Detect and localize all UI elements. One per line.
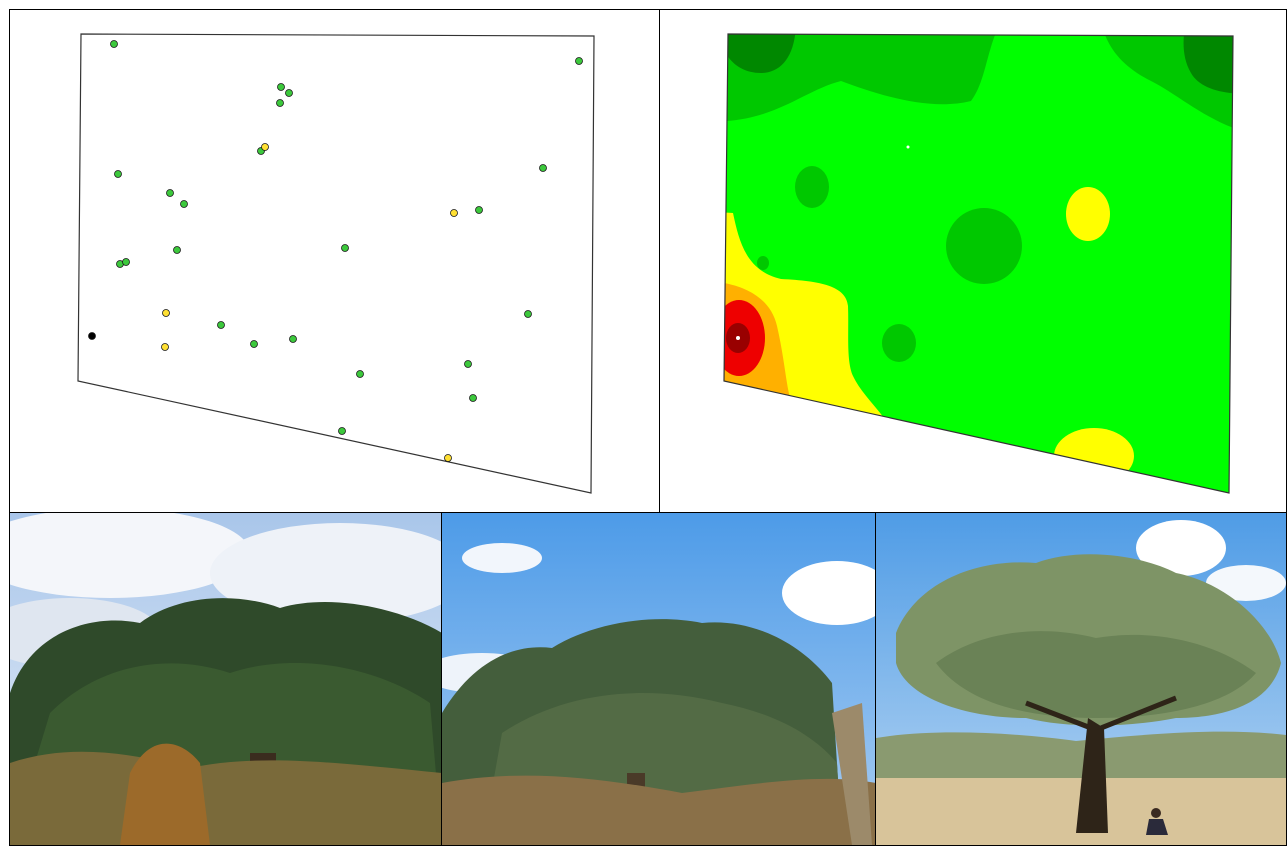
tree-point-healthy [285, 89, 293, 97]
cloud [210, 523, 442, 623]
surface-mid-green-blob [946, 208, 1022, 284]
dry-bush [120, 743, 210, 845]
tree-point-declining [450, 209, 458, 217]
tree-trunk [1076, 718, 1108, 833]
surface-mid-green-blob [795, 166, 829, 208]
tree-point-healthy [338, 427, 346, 435]
tree-point-dead [88, 332, 96, 340]
tree-point-healthy [464, 360, 472, 368]
tree-point-healthy [469, 394, 477, 402]
surface-dark-green-zone-top-right [1183, 34, 1233, 94]
tree-point-healthy [356, 370, 364, 378]
tree-point-healthy [180, 200, 188, 208]
shrubs [442, 775, 876, 845]
tree-point-healthy [524, 310, 532, 318]
tree-point-healthy [277, 83, 285, 91]
surface-sample-point [736, 336, 740, 340]
tree-photo-2 [441, 512, 877, 846]
tree-point-healthy [166, 189, 174, 197]
tree-photo-3 [875, 512, 1287, 846]
tree-photo-1 [9, 512, 443, 846]
surface-mid-green-blob [882, 324, 916, 362]
surface-dark-green-zone-top-left [724, 34, 796, 73]
shrub-line [876, 731, 1286, 778]
cloud [1136, 520, 1226, 576]
tree-point-healthy [289, 335, 297, 343]
cloud [462, 543, 542, 573]
bare-branches [832, 703, 872, 845]
tree-point-healthy [475, 206, 483, 214]
tree-point-healthy [173, 246, 181, 254]
holm-oak-against-blue-sky-photo [442, 513, 876, 845]
surface-sample-point [906, 145, 910, 149]
interpolated-surface-panel [659, 9, 1287, 514]
tree-location-map [77, 33, 595, 494]
kneeling-person [1146, 808, 1168, 835]
tree-point-healthy [217, 321, 225, 329]
tree-point-healthy [539, 164, 547, 172]
tree-point-declining [161, 343, 169, 351]
cloud [10, 513, 250, 598]
holm-oak-dense-canopy-photo [10, 513, 442, 845]
tree-point-healthy [341, 244, 349, 252]
surface-yellow-zone [1066, 187, 1110, 241]
tree-point-healthy [110, 40, 118, 48]
tree-point-declining [162, 309, 170, 317]
cloud [782, 561, 876, 625]
tree-point-healthy [250, 340, 258, 348]
plot-boundary [77, 33, 595, 494]
tree-point-healthy [114, 170, 122, 178]
interpolated-surface-map [723, 33, 1234, 494]
canopy-shade [936, 631, 1256, 718]
tree-point-healthy [276, 99, 284, 107]
surface-yellow-zone [1054, 428, 1134, 484]
plot-boundary [723, 33, 1234, 494]
cloud [1206, 565, 1286, 601]
surface-mid-green-blob [757, 256, 769, 270]
tree-location-map-panel [9, 9, 661, 514]
tree-point-declining [444, 454, 452, 462]
holm-oak-with-person-photo [876, 513, 1286, 845]
shrubs [10, 751, 442, 845]
tree-branches [1025, 695, 1177, 731]
tree-point-declining [261, 143, 269, 151]
tree-point-healthy [122, 258, 130, 266]
tree-point-healthy [575, 57, 583, 65]
